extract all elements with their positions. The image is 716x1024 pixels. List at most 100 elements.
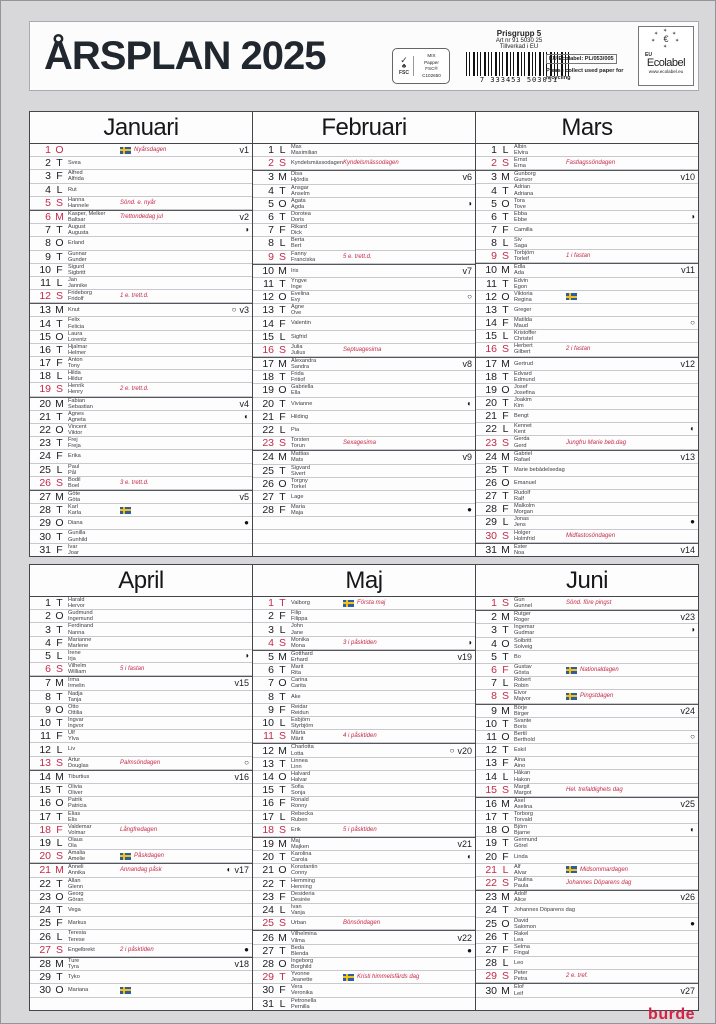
name-day-line: Erika: [68, 453, 81, 460]
day-number: 13: [485, 303, 497, 316]
weekday-letter: L: [56, 463, 63, 476]
day-number: 25: [39, 463, 51, 476]
holiday-label: 2 e. trett.d.: [120, 386, 149, 393]
name-day-line: Mats: [291, 457, 304, 464]
day-number: 30: [485, 529, 497, 542]
day-row-februari-9: 9 S Fanny Franciska 5 e. trett.d.: [253, 251, 475, 264]
name-day-line: Teresia: [68, 930, 87, 937]
name-days: Berta Bert: [291, 237, 361, 249]
weekday-letter: S: [278, 730, 286, 743]
day-number: 25: [485, 463, 497, 476]
holiday-label: Midfastosöndagen: [566, 532, 616, 539]
day-row-juni-21: 21 L Alf Alvar Midsommardagen: [476, 864, 698, 877]
day-right: ○: [690, 319, 698, 327]
name-day-line: Franciska: [291, 256, 316, 263]
day-annotations: Jungfru Marie beb.dag: [566, 436, 626, 448]
name-day-line: Majvor: [514, 696, 531, 703]
name-day-line: Solveig: [514, 643, 533, 650]
weekday-letter: L: [279, 623, 286, 636]
day-row-juni-28: 28 L Leo: [476, 957, 698, 971]
weekday-letter: T: [56, 437, 63, 450]
week-number: v26: [680, 892, 695, 903]
name-day-line: Blenda: [291, 950, 309, 957]
name-day-line: Gun: [514, 597, 525, 603]
name-days: Gudmund Ingemund: [68, 610, 138, 622]
holiday-label: Sexagesima: [343, 440, 377, 447]
moon-phase-icon: ◑: [690, 211, 695, 221]
fsc-label: FSC MIX Papper FSC® C102650: [392, 48, 450, 84]
name-day-line: Esbjörn: [291, 716, 310, 723]
weekday-letter: F: [279, 984, 286, 997]
name-day-line: David: [514, 917, 529, 924]
day-number: 29: [485, 970, 497, 983]
name-day-line: Hakon: [514, 776, 531, 783]
name-day-line: Valdemar: [68, 823, 92, 830]
weekday-letter: S: [501, 529, 509, 542]
name-day-line: Göte: [68, 490, 81, 497]
day-number: 3: [268, 171, 274, 184]
day-row-mars-26: 26 O Emanuel: [476, 477, 698, 491]
day-number: 27: [262, 944, 274, 957]
name-day-line: Märta: [291, 730, 306, 737]
day-row-april-8: 8 T Nadja Tanja: [30, 691, 252, 704]
name-day-line: Pia: [291, 426, 300, 433]
name-days: Viktoria Regina: [514, 291, 584, 303]
name-days: Kyndelsmässodagen: [291, 160, 361, 166]
day-row-maj-16: 16 F Ronald Ronny: [253, 797, 475, 811]
day-number: 12: [262, 744, 274, 757]
weekday-letter: L: [279, 810, 286, 823]
name-day-line: Pernilla: [291, 1003, 310, 1010]
weekday-letter: T: [56, 971, 63, 984]
name-day-line: Karolina: [291, 851, 312, 858]
name-day-line: Noa: [514, 549, 525, 556]
weekday-letter: O: [278, 291, 287, 304]
name-days: Vega: [68, 907, 138, 913]
name-day-line: Otto: [68, 703, 79, 710]
day-annotations: 1 e. trett.d.: [120, 290, 149, 302]
name-days: Joakim Kim: [514, 397, 584, 409]
name-day-line: Maj: [291, 837, 301, 844]
day-row-februari-7: 7 F Rikard Dick: [253, 224, 475, 238]
weekday-letter: M: [278, 650, 287, 663]
day-row-januari-4: 4 L Rut: [30, 184, 252, 197]
weekday-letter: F: [502, 317, 509, 330]
weekday-letter: M: [278, 358, 287, 371]
name-day-line: Eskil: [514, 747, 526, 754]
name-day-line: Robin: [514, 683, 529, 690]
day-row-mars-14: 14 F Matilda Maud ○: [476, 317, 698, 331]
weekday-letter: F: [502, 943, 509, 956]
day-number: 11: [486, 277, 497, 290]
day-row-mars-16: 16 S Herbert Gilbert 2 i fastan: [476, 343, 698, 357]
day-number: 18: [262, 823, 274, 836]
moon-phase-icon: ○: [244, 757, 249, 767]
name-day-line: Sonja: [291, 790, 306, 797]
barcode-block: Prisgrupp 5 Art nr 91 5030 25 Tillverkad…: [458, 29, 580, 84]
day-number: 13: [39, 304, 51, 317]
day-row-mars-13: 13 T Greger: [476, 303, 698, 318]
day-number: 2: [491, 157, 497, 170]
name-days: Peter Petra: [514, 970, 584, 982]
day-row-februari-4: 4 T Ansgar Anselm: [253, 185, 475, 198]
weekday-letter: M: [501, 543, 510, 556]
name-day-line: Kim: [514, 403, 524, 410]
name-day-line: Ada: [514, 270, 524, 277]
weekday-letter: M: [501, 357, 510, 370]
holiday-label: Långfredagen: [120, 826, 158, 833]
weekday-letter: T: [56, 530, 63, 543]
name-days: Germund Görel: [514, 837, 584, 849]
day-number: 13: [485, 757, 497, 770]
name-day-line: Olaus: [68, 836, 83, 843]
weekday-letter: M: [501, 450, 510, 463]
week-number: v8: [462, 359, 472, 370]
name-days: Matilda Maud: [514, 317, 584, 329]
name-day-line: Desirée: [291, 896, 311, 903]
name-day-line: Annika: [68, 870, 86, 877]
name-day-line: Linda: [514, 853, 528, 860]
weekday-letter: L: [56, 276, 63, 289]
name-day-line: Edvin: [514, 277, 528, 284]
day-number: 21: [39, 864, 51, 877]
name-days: Olaus Ola: [68, 837, 138, 849]
name-day-line: Bodil: [68, 476, 81, 483]
day-number: 27: [39, 943, 51, 956]
name-day-line: Georg: [68, 890, 84, 897]
